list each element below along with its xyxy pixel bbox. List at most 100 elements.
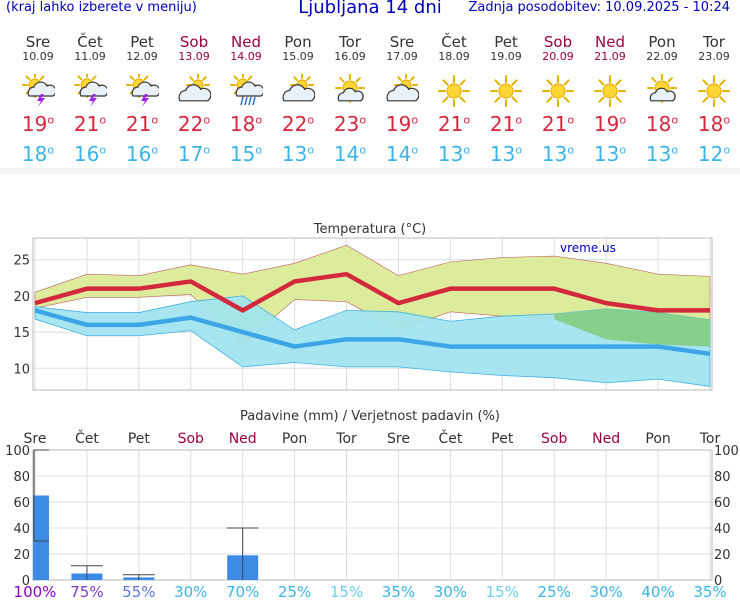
y-tick-label: 20 [13,290,30,305]
overlap-band [554,308,710,347]
rain-sun-icon [230,74,263,106]
forecast-day: Sre 17.09 19o 14o [376,34,428,166]
y-tick-label-right: 100 [714,444,739,459]
y-tick-label: 10 [13,362,30,377]
forecast-day: Pon 22.09 18o 13o [636,33,688,166]
y-tick-label-right: 60 [714,496,731,511]
day-name: Čet [441,33,467,51]
precipitation-probability-label: 30% [434,583,467,600]
sunny-icon [542,75,574,107]
precipitation-probability-label: 35% [382,583,415,600]
day-date: 22.09 [646,50,678,63]
x-tick-label: Sob [178,431,204,447]
location-menu-hint[interactable]: (kraj lahko izberete v meniju) [6,0,197,15]
day-name: Tor [339,33,361,51]
day-date: 13.09 [178,50,210,63]
max-temperature: 22o [177,112,211,136]
day-name: Sre [25,33,51,51]
page-title: Ljubljana 14 dni [298,0,442,18]
partly-cloudy-icon [178,74,211,102]
day-name: Sob [179,33,209,51]
max-temperature: 23o [333,112,367,136]
min-temperature: 18o [21,142,55,166]
sunny-icon [438,75,470,107]
max-temperature: 18o [229,112,263,136]
min-temperature: 14o [385,142,419,166]
y-tick-label-left: 80 [13,470,30,485]
x-tick-label: Pon [645,431,670,447]
day-date: 16.09 [334,50,366,63]
min-temperature: 16o [125,142,159,166]
day-date: 23.09 [698,50,730,63]
max-temperature: 19o [385,112,419,136]
forecast-day: Sre 10.09 19o 18o [12,33,64,166]
forecast-day: Pet 12.09 21o 16o [116,33,168,166]
day-date: 12.09 [126,50,158,63]
day-date: 15.09 [282,50,314,63]
x-tick-label: Pet [128,431,151,447]
x-tick-label: Čet [438,429,462,447]
day-name: Čet [77,33,103,51]
min-temperature: 13o [489,142,523,166]
min-temperature: 13o [281,142,315,166]
thunderstorm-sun-icon [22,74,55,107]
day-date: 19.09 [490,50,522,63]
min-temperature: 14o [333,142,367,166]
min-temperature: 13o [645,142,679,166]
precipitation-probability-label: 35% [693,583,726,600]
day-name: Pon [648,33,676,51]
day-name: Sob [543,33,573,51]
y-tick-label: 25 [13,254,30,269]
precipitation-plot-frame [32,449,713,581]
y-tick-label-left: 40 [13,522,30,537]
day-date: 11.09 [74,50,106,63]
max-temperature: 19o [593,112,627,136]
precipitation-chart-title: Padavine (mm) / Verjetnost padavin (%) [240,409,500,424]
max-temperature: 19o [21,112,55,136]
max-temperature: 21o [125,112,159,136]
x-tick-label: Pet [491,431,514,447]
day-name: Ned [595,33,625,51]
day-name: Pon [284,33,312,51]
y-tick-label: 15 [13,326,30,341]
thunderstorm-sun-icon [126,74,159,107]
x-tick-label: Ned [229,431,257,447]
day-name: Pet [130,33,154,51]
precipitation-probability-label: 25% [278,583,311,600]
watermark-label: vreme.us [560,241,616,255]
day-date: 20.09 [542,50,574,63]
y-tick-label-left: 100 [5,444,30,459]
x-tick-label: Tor [699,431,721,447]
max-temperature: 18o [645,112,679,136]
max-temperature: 21o [73,112,107,136]
forecast-day: Pet 19.09 21o 13o [480,34,532,166]
forecast-day: Sob 20.09 21o 13o [532,33,584,166]
x-tick-label: Sre [24,431,47,447]
sunny-icon [698,75,730,107]
precipitation-probability-label: 55% [122,583,155,600]
forecast-day: Sob 13.09 22o 17o [168,33,220,166]
x-tick-label: Sob [541,431,567,447]
precipitation-probability-label: 15% [330,583,363,600]
precipitation-probability-label: 75% [70,583,103,600]
forecast-day: Pon 15.09 22o 13o [272,33,324,166]
precipitation-probability-label: 70% [226,583,259,600]
max-temperature: 21o [541,112,575,136]
forecast-day: Čet 11.09 21o 16o [64,33,116,166]
min-temperature: 15o [229,142,263,166]
y-tick-label-right: 80 [714,470,731,485]
min-temperature: 12o [697,142,731,166]
thunderstorm-sun-icon [74,74,107,107]
day-date: 10.09 [22,50,54,63]
day-date: 17.09 [386,50,418,63]
divider-band [0,168,740,174]
day-date: 21.09 [594,50,626,63]
max-temperature: 21o [437,112,471,136]
sunny-icon [490,75,522,107]
y-tick-label-right: 20 [714,548,731,563]
forecast-day: Ned 21.09 19o 13o [584,33,636,166]
mostly-sunny-icon [647,74,677,103]
x-tick-label: Sre [387,431,410,447]
y-tick-label-left: 20 [13,548,30,563]
